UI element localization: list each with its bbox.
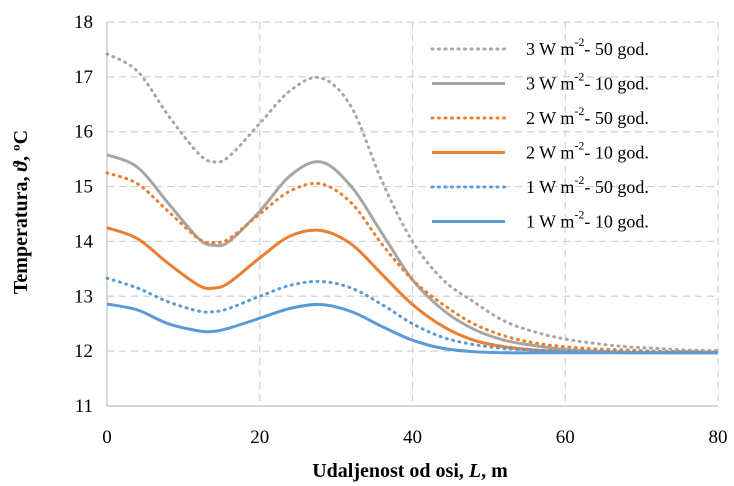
y-tick-label: 13	[74, 286, 93, 307]
series-line-6	[106, 302, 718, 355]
x-tick-label: 80	[709, 427, 728, 448]
x-tick-label: 0	[102, 427, 112, 448]
tick-labels: 11 12 13 14 15 16 17 18 0 20 40 60 80	[74, 12, 728, 448]
legend-entry-6: 1 W m-2- 10 god.	[432, 208, 649, 232]
y-tick-label: 15	[74, 177, 93, 198]
y-tick-label: 11	[75, 396, 93, 417]
series-line-5	[105, 276, 720, 355]
x-axis-title: Udaljenost od osi, L, m	[312, 460, 508, 482]
legend-label: 2 W m-2- 50 god.	[526, 104, 649, 128]
legend-entry-3: 2 W m-2- 50 god.	[430, 104, 649, 128]
legend-label: 2 W m-2- 10 god.	[526, 139, 649, 163]
x-tick-label: 60	[556, 427, 575, 448]
y-axis-title: Temperatura, ϑ, ºC	[10, 130, 32, 294]
y-tick-label: 17	[74, 67, 93, 88]
legend-label: 1 W m-2- 10 god.	[526, 208, 649, 232]
series-line-3	[105, 171, 720, 354]
legend-entry-5: 1 W m-2- 50 god.	[430, 173, 649, 197]
x-tick-label: 20	[250, 427, 269, 448]
x-axis-title-suffix: , m	[481, 460, 508, 482]
y-tick-label: 18	[74, 12, 93, 33]
legend-label: 3 W m-2- 10 god.	[526, 70, 649, 94]
legend-label: 3 W m-2- 50 god.	[526, 35, 649, 59]
legend-entry-4: 2 W m-2- 10 god.	[432, 139, 649, 163]
y-tick-label: 16	[74, 122, 93, 143]
grid-lines	[107, 21, 719, 406]
y-axis-title-var: ϑ	[10, 160, 32, 172]
series-layer	[105, 52, 720, 355]
x-axis-title-prefix: Udaljenost od osi,	[312, 460, 469, 482]
legend-label: 1 W m-2- 50 god.	[526, 173, 649, 197]
legend-entry-1: 3 W m-2- 50 god.	[430, 35, 649, 59]
y-tick-label: 12	[74, 341, 93, 362]
axes	[106, 22, 718, 407]
y-axis-title-suffix: , ºC	[10, 130, 32, 161]
x-tick-label: 40	[403, 427, 422, 448]
legend: 3 W m-2- 50 god. 3 W m-2- 10 god. 2 W m-2-…	[430, 35, 649, 232]
series-line-1	[105, 52, 720, 353]
y-axis-title-prefix: Temperatura,	[10, 172, 32, 295]
x-axis-title-var: L	[468, 460, 481, 482]
legend-entry-2: 3 W m-2- 10 god.	[432, 70, 649, 94]
y-tick-label: 14	[74, 231, 94, 252]
